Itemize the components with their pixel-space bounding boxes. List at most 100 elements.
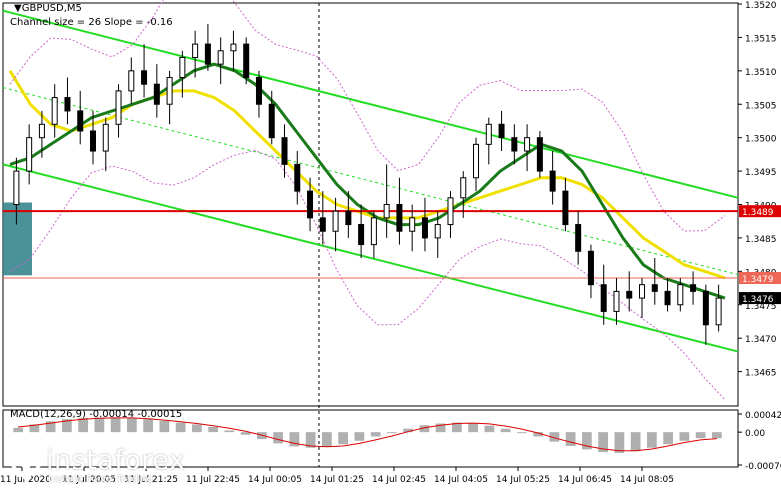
macd-histogram-bar (582, 432, 592, 450)
candle-body (511, 137, 518, 152)
macd-histogram-bar (565, 432, 576, 446)
candle-body (153, 83, 160, 105)
logo-text: instaforex (46, 445, 186, 476)
macd-indicator-label: MACD(12,26,9) -0.00014 -0.00015 (10, 409, 183, 420)
candle-body (294, 163, 301, 192)
candle-body (421, 217, 428, 239)
macd-histogram-bar (208, 426, 218, 433)
macd-histogram-bar (370, 432, 381, 437)
y-tick-label: 1.3500 (745, 135, 777, 145)
macd-histogram-bar (712, 432, 722, 439)
candle-body (319, 217, 326, 232)
logo-tagline: Instant Forex Trading (48, 474, 154, 485)
macd-histogram-bar (614, 432, 625, 453)
candle-body (281, 137, 288, 165)
candle-body (562, 190, 569, 226)
candle-body (204, 43, 211, 65)
candle-body (166, 77, 173, 105)
macd-histogram-bar (289, 432, 300, 447)
candle-body (307, 190, 314, 219)
candle-body (702, 290, 709, 326)
macd-histogram-bar (322, 432, 332, 447)
candle-body (536, 137, 543, 172)
y-tick-label: 1.3495 (745, 168, 777, 178)
macd-histogram-bar (484, 425, 495, 433)
y-tick-label: 1.3465 (745, 369, 777, 379)
candle-body (690, 284, 697, 292)
logo-mark-icon (8, 445, 44, 481)
macd-histogram-bar (29, 424, 40, 433)
level-price-box-resistance (739, 205, 781, 218)
candle-body (575, 224, 582, 252)
instaforex-logo: instaforex Instant Forex Trading (6, 441, 186, 489)
macd-histogram-bar (517, 432, 527, 434)
candle-body (587, 250, 594, 286)
candle-body (128, 70, 135, 92)
x-tick-label: 11 Jul 20:05 (62, 475, 116, 485)
macd-histogram-bar (240, 432, 251, 435)
macd-histogram-bar (500, 428, 511, 433)
candle-body (358, 224, 365, 246)
candle-body (715, 297, 722, 326)
macd-histogram-bar (435, 423, 446, 433)
x-tick-label: 14 Jul 08:05 (620, 475, 674, 485)
channel-upper-line (2, 9, 739, 199)
macd-histogram-bar (695, 432, 706, 439)
y-tick-label: 1.3515 (745, 34, 777, 44)
symbol-label: GBPUSD,M5 (21, 3, 82, 14)
candle-body (447, 197, 454, 226)
candle-body (370, 217, 377, 246)
x-tick-label: 14 Jul 02:45 (372, 475, 426, 485)
candle-body (38, 123, 45, 139)
chart-title: ▼GBPUSD,M5 (14, 3, 82, 14)
candle-body (13, 170, 20, 205)
macd-histogram-bar (192, 424, 202, 433)
candle-body (626, 290, 633, 299)
macd-histogram-bar (175, 422, 186, 433)
current-price-label: 1.3476 (742, 295, 774, 305)
level-price-label-support: 1.3479 (742, 275, 774, 285)
macd-histogram-bar (403, 428, 413, 433)
candle-body (345, 210, 352, 226)
macd-histogram-bar (533, 432, 543, 437)
level-price-box-support (739, 272, 781, 285)
candle-body (89, 130, 96, 152)
candle-body (102, 123, 109, 152)
macd-histogram-bar (78, 417, 88, 433)
x-tick-label: 11 Jul 21:25 (124, 475, 178, 485)
macd-histogram-bar (663, 432, 673, 445)
level-price-label-resistance: 1.3489 (742, 208, 774, 218)
channel-info: Channel size = 26 Slope = -0.16 (10, 17, 173, 28)
candle-body (409, 217, 416, 232)
macd-histogram-bar (159, 420, 170, 433)
highlight-zone (3, 202, 32, 276)
candle-body (26, 137, 33, 172)
candle-body (192, 43, 199, 58)
y-tick-label: 1.3475 (745, 302, 777, 312)
macd-histogram-bar (143, 419, 153, 433)
candle-body (243, 43, 250, 79)
macd-y-tick-label: -0.00076 (745, 462, 781, 472)
macd-histogram-bar (549, 432, 560, 442)
candle-body (141, 70, 148, 85)
macd-signal-line (18, 417, 717, 452)
macd-histogram-bar (354, 432, 365, 441)
x-tick-label: 14 Jul 00:05 (248, 475, 302, 485)
candle-body (332, 210, 339, 232)
macd-histogram-bar (468, 423, 478, 433)
upper-band-line (9, 0, 726, 232)
y-tick-label: 1.3520 (745, 1, 777, 11)
channel-mid-line (2, 87, 739, 276)
y-tick-label: 1.3510 (745, 68, 777, 78)
candle-body (434, 224, 441, 239)
current-price-box (739, 292, 781, 305)
channel-lower-line (2, 163, 739, 353)
y-tick-label: 1.3470 (745, 335, 777, 345)
macd-histogram-bar (452, 422, 462, 433)
candle-body (268, 103, 275, 139)
dropdown-triangle-icon[interactable]: ▼ (14, 3, 22, 14)
candle-body (549, 170, 556, 192)
macd-histogram-bar (630, 432, 641, 452)
